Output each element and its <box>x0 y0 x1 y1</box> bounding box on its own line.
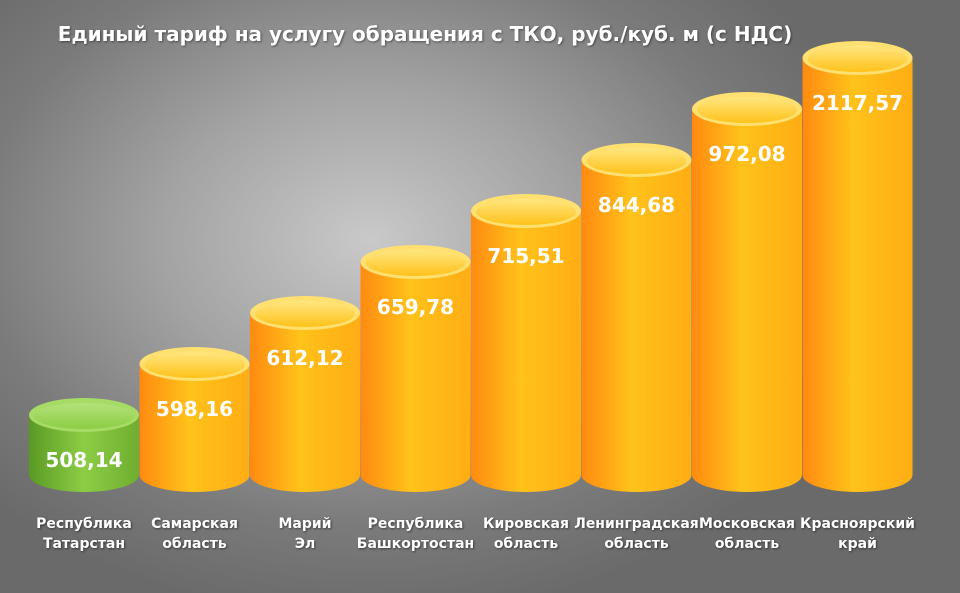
data-label: 972,08 <box>708 142 785 166</box>
bar-top <box>365 250 466 276</box>
bar-top <box>807 46 908 72</box>
bar-cylinder <box>360 245 471 492</box>
bar <box>692 109 802 475</box>
category-label-line: область <box>162 536 227 552</box>
data-label: 2117,57 <box>812 91 903 115</box>
category-label: Самарская область <box>130 514 260 554</box>
bar-top <box>697 97 797 123</box>
data-label: 508,14 <box>45 448 122 472</box>
category-label: Кировская область <box>461 514 591 554</box>
bar-top <box>476 199 576 225</box>
bar <box>139 364 250 475</box>
data-label: 844,68 <box>598 193 675 217</box>
category-label: Республика Татарстан <box>19 514 149 554</box>
bar-top <box>586 148 687 174</box>
category-label-line: Московская <box>698 516 796 532</box>
bar-top <box>34 403 134 429</box>
category-label: Марий Эл <box>240 514 370 554</box>
category-label-line: край <box>838 536 877 552</box>
category-label-line: Эл <box>294 536 316 552</box>
bar-cylinder <box>250 296 360 492</box>
category-label-line: область <box>604 536 669 552</box>
category-label-line: область <box>493 536 559 552</box>
category-label-line: Татарстан <box>42 536 126 552</box>
bar <box>250 313 360 475</box>
category-label-line: Самарская <box>151 516 238 532</box>
data-label: 598,16 <box>156 397 233 421</box>
category-label-line: область <box>714 536 780 552</box>
category-label: Республика Башкортостан <box>351 514 481 554</box>
category-label: Красноярский край <box>793 514 923 554</box>
bar-cylinder <box>802 41 913 492</box>
bar <box>802 58 913 475</box>
bar <box>360 262 471 475</box>
chart-title: Единый тариф на услугу обращения с ТКО, … <box>57 22 793 46</box>
bar <box>581 160 692 475</box>
data-label: 612,12 <box>266 346 343 370</box>
category-label: Ленинградская область <box>572 514 702 554</box>
bar-cylinder <box>471 194 581 492</box>
bar-cylinder <box>692 92 802 492</box>
category-label-line: Кировская <box>483 516 569 532</box>
bar-top <box>144 352 245 378</box>
data-label: 659,78 <box>377 295 454 319</box>
category-label-line: Красноярский <box>800 516 915 532</box>
category-label-line: Республика <box>36 516 132 532</box>
bar <box>471 211 581 475</box>
bar-cylinder <box>581 143 692 492</box>
data-label: 715,51 <box>487 244 564 268</box>
category-label-line: Башкортостан <box>356 536 475 552</box>
category-label-line: Республика <box>367 516 464 532</box>
category-label: Московская область <box>682 514 812 554</box>
bar-cylinder <box>29 398 139 492</box>
category-label-line: Ленинградская <box>574 516 699 532</box>
category-label-line: Марий <box>278 516 332 532</box>
bar-cylinder <box>139 347 250 492</box>
bar-top <box>255 301 355 327</box>
